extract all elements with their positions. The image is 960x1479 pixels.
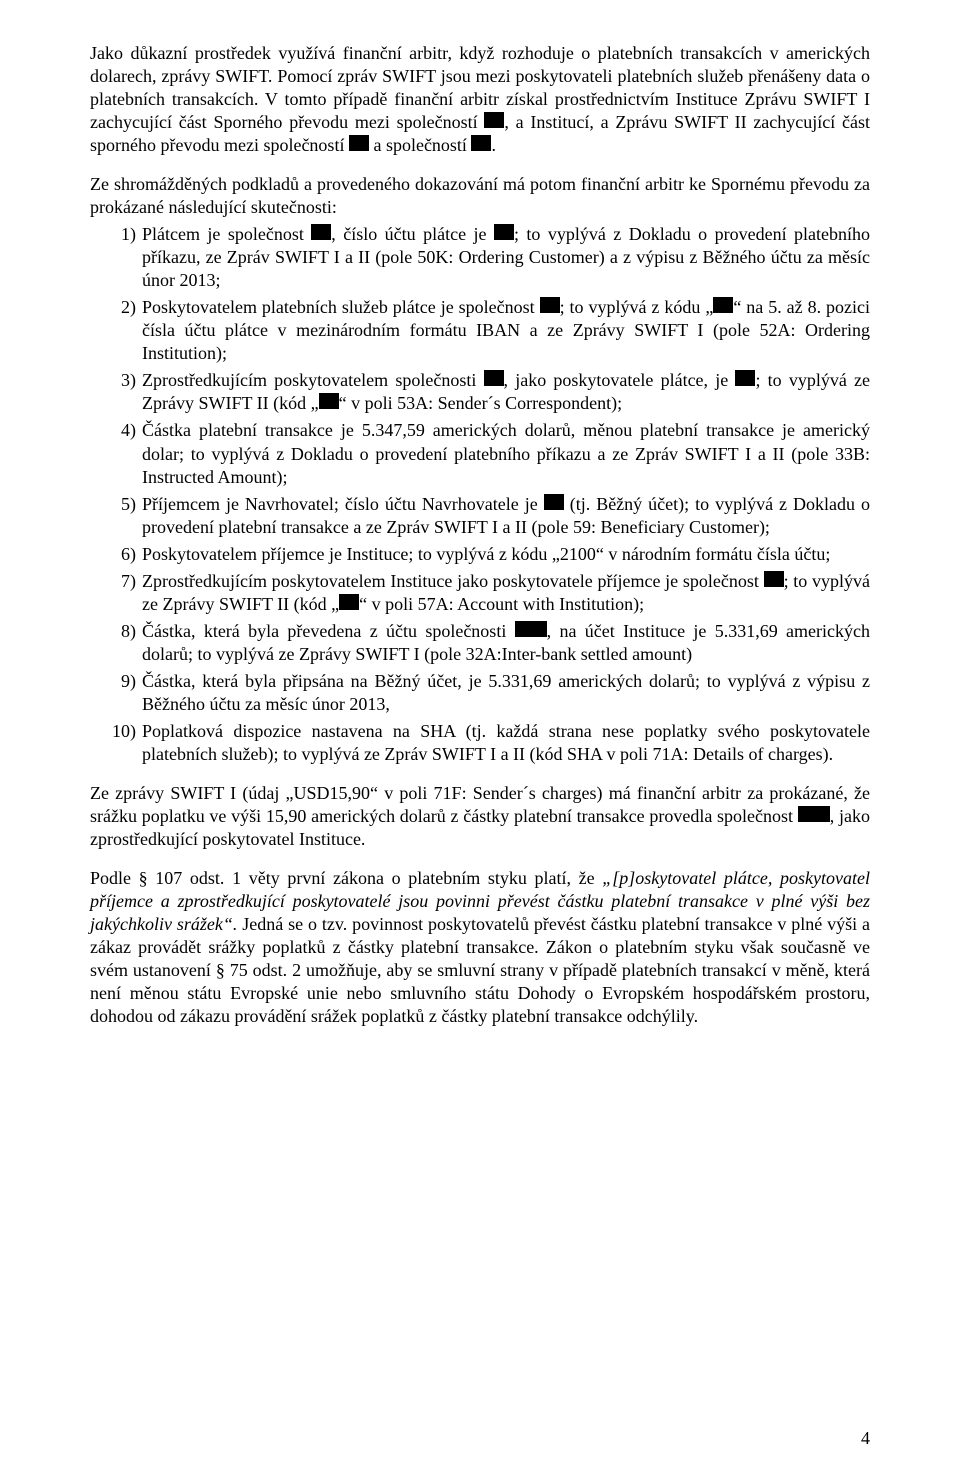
list-item: Zprostředkujícím poskytovatelem společno… (142, 369, 870, 415)
text: Ze shromážděných podkladů a provedeného … (90, 174, 870, 217)
redaction (484, 370, 504, 386)
page-number: 4 (861, 1428, 870, 1449)
list-item: Poplatková dispozice nastavena na SHA (t… (142, 720, 870, 766)
numbered-list: Plátcem je společnost , číslo účtu plátc… (90, 223, 870, 766)
redaction (544, 494, 564, 510)
list-item: Částka, která byla připsána na Běžný úče… (142, 670, 870, 716)
list-item: Plátcem je společnost , číslo účtu plátc… (142, 223, 870, 292)
text: “ v poli 53A: Sender´s Correspondent); (339, 393, 622, 413)
text: Ze zprávy SWIFT I (údaj „USD15,90“ v pol… (90, 783, 870, 826)
paragraph-1: Jako důkazní prostředek využívá finanční… (90, 42, 870, 157)
text: Zprostředkujícím poskytovatelem společno… (142, 370, 484, 390)
text: Příjemcem je Navrhovatel; číslo účtu Nav… (142, 494, 544, 514)
redaction (311, 224, 331, 240)
text: a společností (369, 135, 471, 155)
redaction (471, 135, 491, 151)
list-item: Poskytovatelem platebních služeb plátce … (142, 296, 870, 365)
redaction (319, 393, 339, 409)
redaction (540, 297, 560, 313)
text: Částka, která byla převedena z účtu spol… (142, 621, 515, 641)
list-item: Zprostředkujícím poskytovatelem Instituc… (142, 570, 870, 616)
paragraph-2: Ze shromážděných podkladů a provedeného … (90, 173, 870, 219)
document-page: Jako důkazní prostředek využívá finanční… (0, 0, 960, 1479)
paragraph-3: Ze zprávy SWIFT I (údaj „USD15,90“ v pol… (90, 782, 870, 851)
redaction (494, 224, 514, 240)
redaction (735, 370, 755, 386)
text: ; to vyplývá z kódu „ (560, 297, 714, 317)
redaction (713, 297, 733, 313)
redaction (515, 621, 547, 637)
text: Částka platební transakce je 5.347,59 am… (142, 420, 870, 486)
redaction (484, 112, 504, 128)
paragraph-4: Podle § 107 odst. 1 věty první zákona o … (90, 867, 870, 1028)
list-item: Částka platební transakce je 5.347,59 am… (142, 419, 870, 488)
text: Plátcem je společnost (142, 224, 311, 244)
text: Poplatková dispozice nastavena na SHA (t… (142, 721, 870, 764)
list-item: Poskytovatelem příjemce je Instituce; to… (142, 543, 870, 566)
list-item: Částka, která byla převedena z účtu spol… (142, 620, 870, 666)
redaction (798, 806, 830, 822)
text: “ v poli 57A: Account with Institution); (359, 594, 644, 614)
text: Částka, která byla připsána na Běžný úče… (142, 671, 870, 714)
text: Podle § 107 odst. 1 věty první zákona o … (90, 868, 602, 888)
redaction (339, 594, 359, 610)
redaction (764, 571, 784, 587)
list-item: Příjemcem je Navrhovatel; číslo účtu Nav… (142, 493, 870, 539)
text: . (491, 135, 496, 155)
text: Poskytovatelem příjemce je Instituce; to… (142, 544, 830, 564)
text: , jako poskytovatele plátce, je (504, 370, 736, 390)
text: , číslo účtu plátce je (331, 224, 494, 244)
redaction (349, 135, 369, 151)
text: Poskytovatelem platebních služeb plátce … (142, 297, 540, 317)
text: Zprostředkujícím poskytovatelem Instituc… (142, 571, 764, 591)
